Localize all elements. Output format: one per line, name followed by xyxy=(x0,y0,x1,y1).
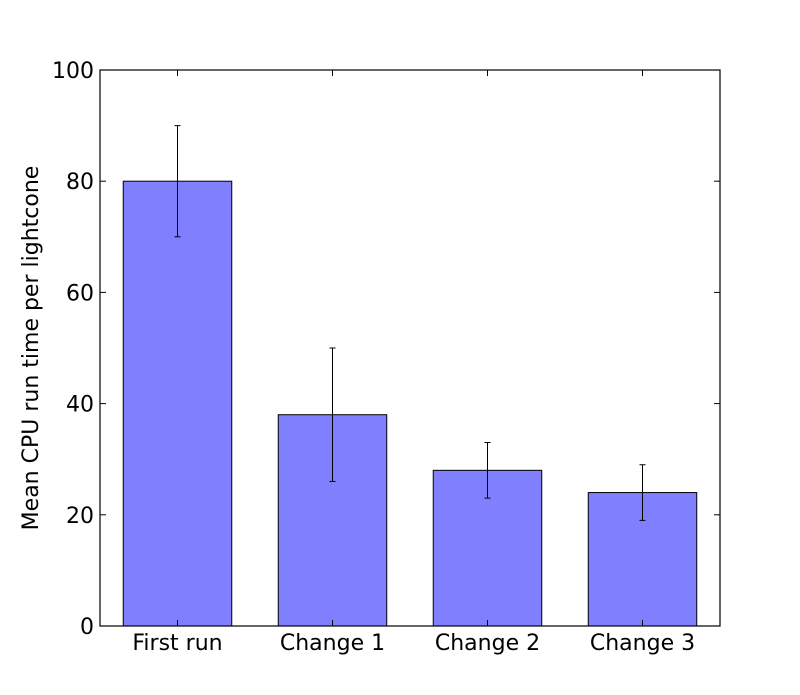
x-tick-label: Change 2 xyxy=(435,631,540,656)
bars-group xyxy=(122,180,698,627)
bar-first-run xyxy=(122,180,233,627)
y-ticks-group: 0 20 40 60 80 100 xyxy=(52,59,720,640)
error-bar xyxy=(174,125,181,238)
y-tick-label: 80 xyxy=(66,170,94,195)
plot-frame xyxy=(99,69,721,627)
error-bar xyxy=(484,442,491,499)
x-ticks-group: First run Change 1 Change 2 Change 3 xyxy=(132,70,695,656)
y-tick-label: 40 xyxy=(66,393,94,418)
y-tick-label: 100 xyxy=(52,59,94,84)
y-tick-label: 0 xyxy=(80,615,94,640)
x-tick-label: First run xyxy=(132,631,222,656)
error-bar xyxy=(639,464,646,521)
y-tick-label: 20 xyxy=(66,504,94,529)
x-tick-label: Change 3 xyxy=(590,631,695,656)
x-tick-label: Change 1 xyxy=(280,631,385,656)
error-bars-group xyxy=(174,125,646,521)
y-axis-label: Mean CPU run time per lightcone xyxy=(19,166,44,531)
error-bar xyxy=(329,347,336,482)
y-tick-label: 60 xyxy=(66,281,94,306)
